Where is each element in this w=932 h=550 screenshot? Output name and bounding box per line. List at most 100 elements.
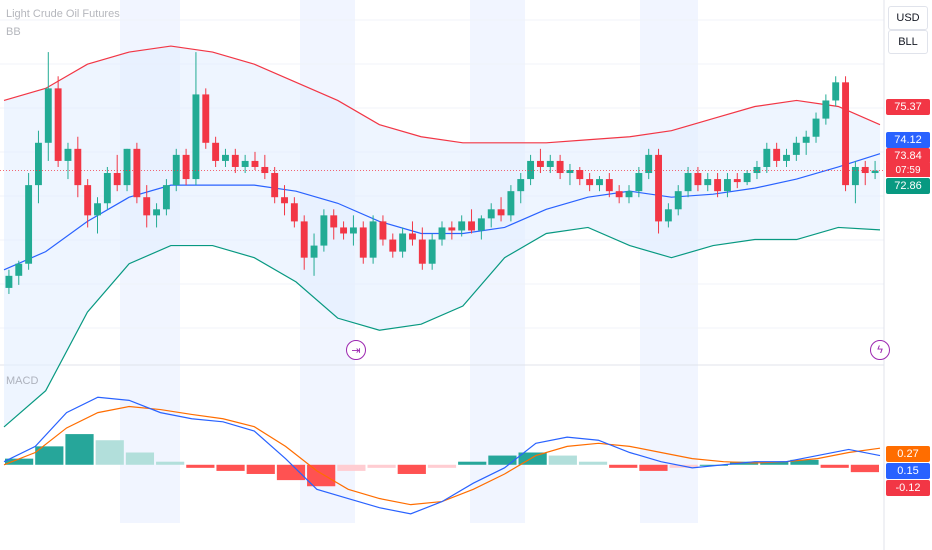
candle-body	[704, 179, 712, 186]
bb-upper-line	[3, 45, 881, 144]
event-marker-icon[interactable]: ⇥	[346, 340, 366, 360]
candle-body	[802, 136, 810, 143]
candle-body	[773, 148, 781, 161]
candle-body	[261, 166, 269, 174]
candle-body	[783, 154, 790, 161]
lightning-event-icon[interactable]: ϟ	[870, 340, 890, 360]
candle-body	[536, 160, 544, 167]
last-price-label: 73.84	[886, 148, 930, 164]
candle-body	[438, 227, 446, 240]
macd-line-label: 0.15	[886, 463, 930, 479]
symbol-title[interactable]: Light Crude Oil Futures	[6, 8, 120, 20]
candle-body	[723, 179, 731, 192]
candle-body	[418, 239, 426, 264]
candle-body	[468, 221, 475, 231]
candle-body	[379, 221, 387, 240]
candle-body	[44, 88, 52, 143]
candle-body	[507, 191, 515, 216]
histogram-bar	[216, 464, 245, 471]
candle-body	[645, 154, 653, 174]
histogram-bar	[639, 464, 668, 471]
candle-body	[655, 154, 662, 222]
bb-lower-line	[3, 226, 881, 428]
currency-button[interactable]: USD	[888, 6, 928, 30]
histogram-bar	[156, 461, 185, 465]
candle-body	[635, 173, 643, 192]
histogram-bar	[65, 434, 94, 465]
histogram-bar	[337, 464, 366, 471]
histogram-bar	[95, 440, 124, 465]
candle-body	[202, 94, 210, 143]
candle-body	[527, 160, 535, 180]
candle-body	[792, 142, 800, 155]
candle-body	[271, 173, 279, 198]
candle-body	[84, 185, 92, 216]
candle-body	[409, 233, 416, 240]
candle-body	[684, 173, 692, 192]
candle-body	[822, 100, 830, 119]
candle-body	[212, 142, 220, 161]
histogram-bar	[186, 464, 215, 468]
histogram-bar	[578, 461, 608, 465]
histogram-bar	[548, 455, 577, 465]
candle-body	[35, 142, 42, 186]
candle-body	[241, 160, 249, 167]
scale-mode-button[interactable]: BLL	[888, 30, 928, 54]
candle-body	[320, 215, 328, 246]
candle-body	[251, 160, 259, 167]
histogram-bar	[850, 464, 879, 473]
bb-upper-price-label: 75.37	[886, 99, 930, 115]
histogram-bar	[276, 464, 306, 481]
histogram-bar	[125, 452, 155, 465]
histogram-bar	[397, 464, 426, 474]
candle-body	[448, 227, 456, 231]
candle-body	[133, 148, 141, 198]
histogram-bar	[5, 458, 34, 465]
candle-body	[15, 263, 23, 276]
candle-body	[103, 173, 111, 204]
candle-body	[546, 160, 554, 167]
candle-body	[74, 148, 82, 186]
candle-body	[733, 179, 741, 183]
candle-body	[25, 185, 33, 264]
candle-body	[714, 179, 722, 192]
bb-indicator-label[interactable]: BB	[6, 26, 21, 38]
candle-body	[349, 227, 357, 234]
candle-body	[143, 197, 151, 216]
candle-body	[399, 233, 407, 252]
candle-body	[694, 173, 702, 186]
candle-body	[94, 203, 101, 216]
candle-body	[162, 185, 170, 210]
histogram-bar	[820, 464, 849, 468]
macd-line	[3, 396, 881, 515]
candle-body	[340, 227, 348, 234]
candle-body	[615, 191, 623, 198]
candle-body	[172, 154, 180, 186]
candle-body	[586, 179, 594, 186]
candle-body	[871, 170, 879, 174]
candle-body	[300, 221, 308, 258]
candle-body	[851, 166, 859, 186]
histogram-bar	[790, 459, 819, 465]
candle-body	[556, 160, 564, 174]
candle-body	[290, 203, 298, 222]
histogram-bar	[427, 464, 457, 468]
bb-lower-price-label: 72.86	[886, 178, 930, 194]
histogram-bar	[760, 461, 789, 465]
session-band-3	[640, 0, 698, 523]
candle-body	[330, 215, 338, 228]
macd-signal-label: 0.27	[886, 446, 930, 462]
candle-body	[113, 173, 121, 186]
macd-indicator-label[interactable]: MACD	[6, 375, 39, 387]
bb-basis-price-label: 74.12	[886, 132, 930, 148]
candle-body	[5, 275, 13, 288]
candle-body	[123, 148, 131, 186]
histogram-bar	[367, 464, 396, 468]
candle-body	[222, 154, 229, 161]
histogram-bar	[246, 464, 275, 474]
candle-body	[664, 209, 672, 222]
candle-body	[487, 209, 495, 219]
candle-body	[389, 239, 397, 252]
candle-body	[812, 118, 820, 137]
